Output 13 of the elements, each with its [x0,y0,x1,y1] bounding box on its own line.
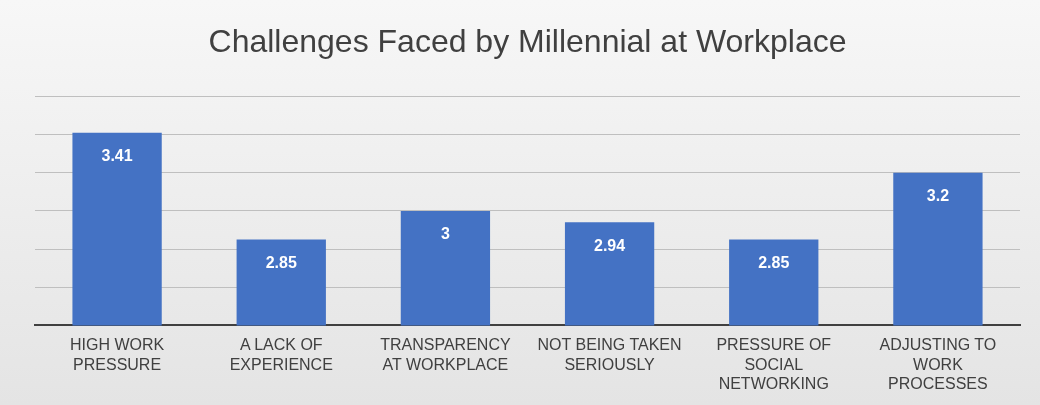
chart-title: Challenges Faced by Millennial at Workplace [208,23,847,60]
x-tick-label: PRESSURE OF SOCIAL NETWORKING [716,336,832,392]
data-label: 3.2 [926,187,950,205]
x-tick-label: ADJUSTING TO WORK PROCESSES [879,336,997,392]
data-label: 3 [440,225,450,243]
x-tick-label: A LACK OF EXPERIENCE [229,336,333,373]
x-tick-label: NOT BEING TAKEN SERIOUSLY [537,336,682,373]
data-label: 2.85 [265,253,297,271]
x-tick-label: HIGH WORK PRESSURE [69,336,165,373]
data-label: 2.94 [594,236,626,254]
data-label: 2.85 [758,253,790,271]
x-tick-label: TRANSPARENCY AT WORKPLACE [380,336,511,373]
data-label: 3.41 [101,147,133,165]
